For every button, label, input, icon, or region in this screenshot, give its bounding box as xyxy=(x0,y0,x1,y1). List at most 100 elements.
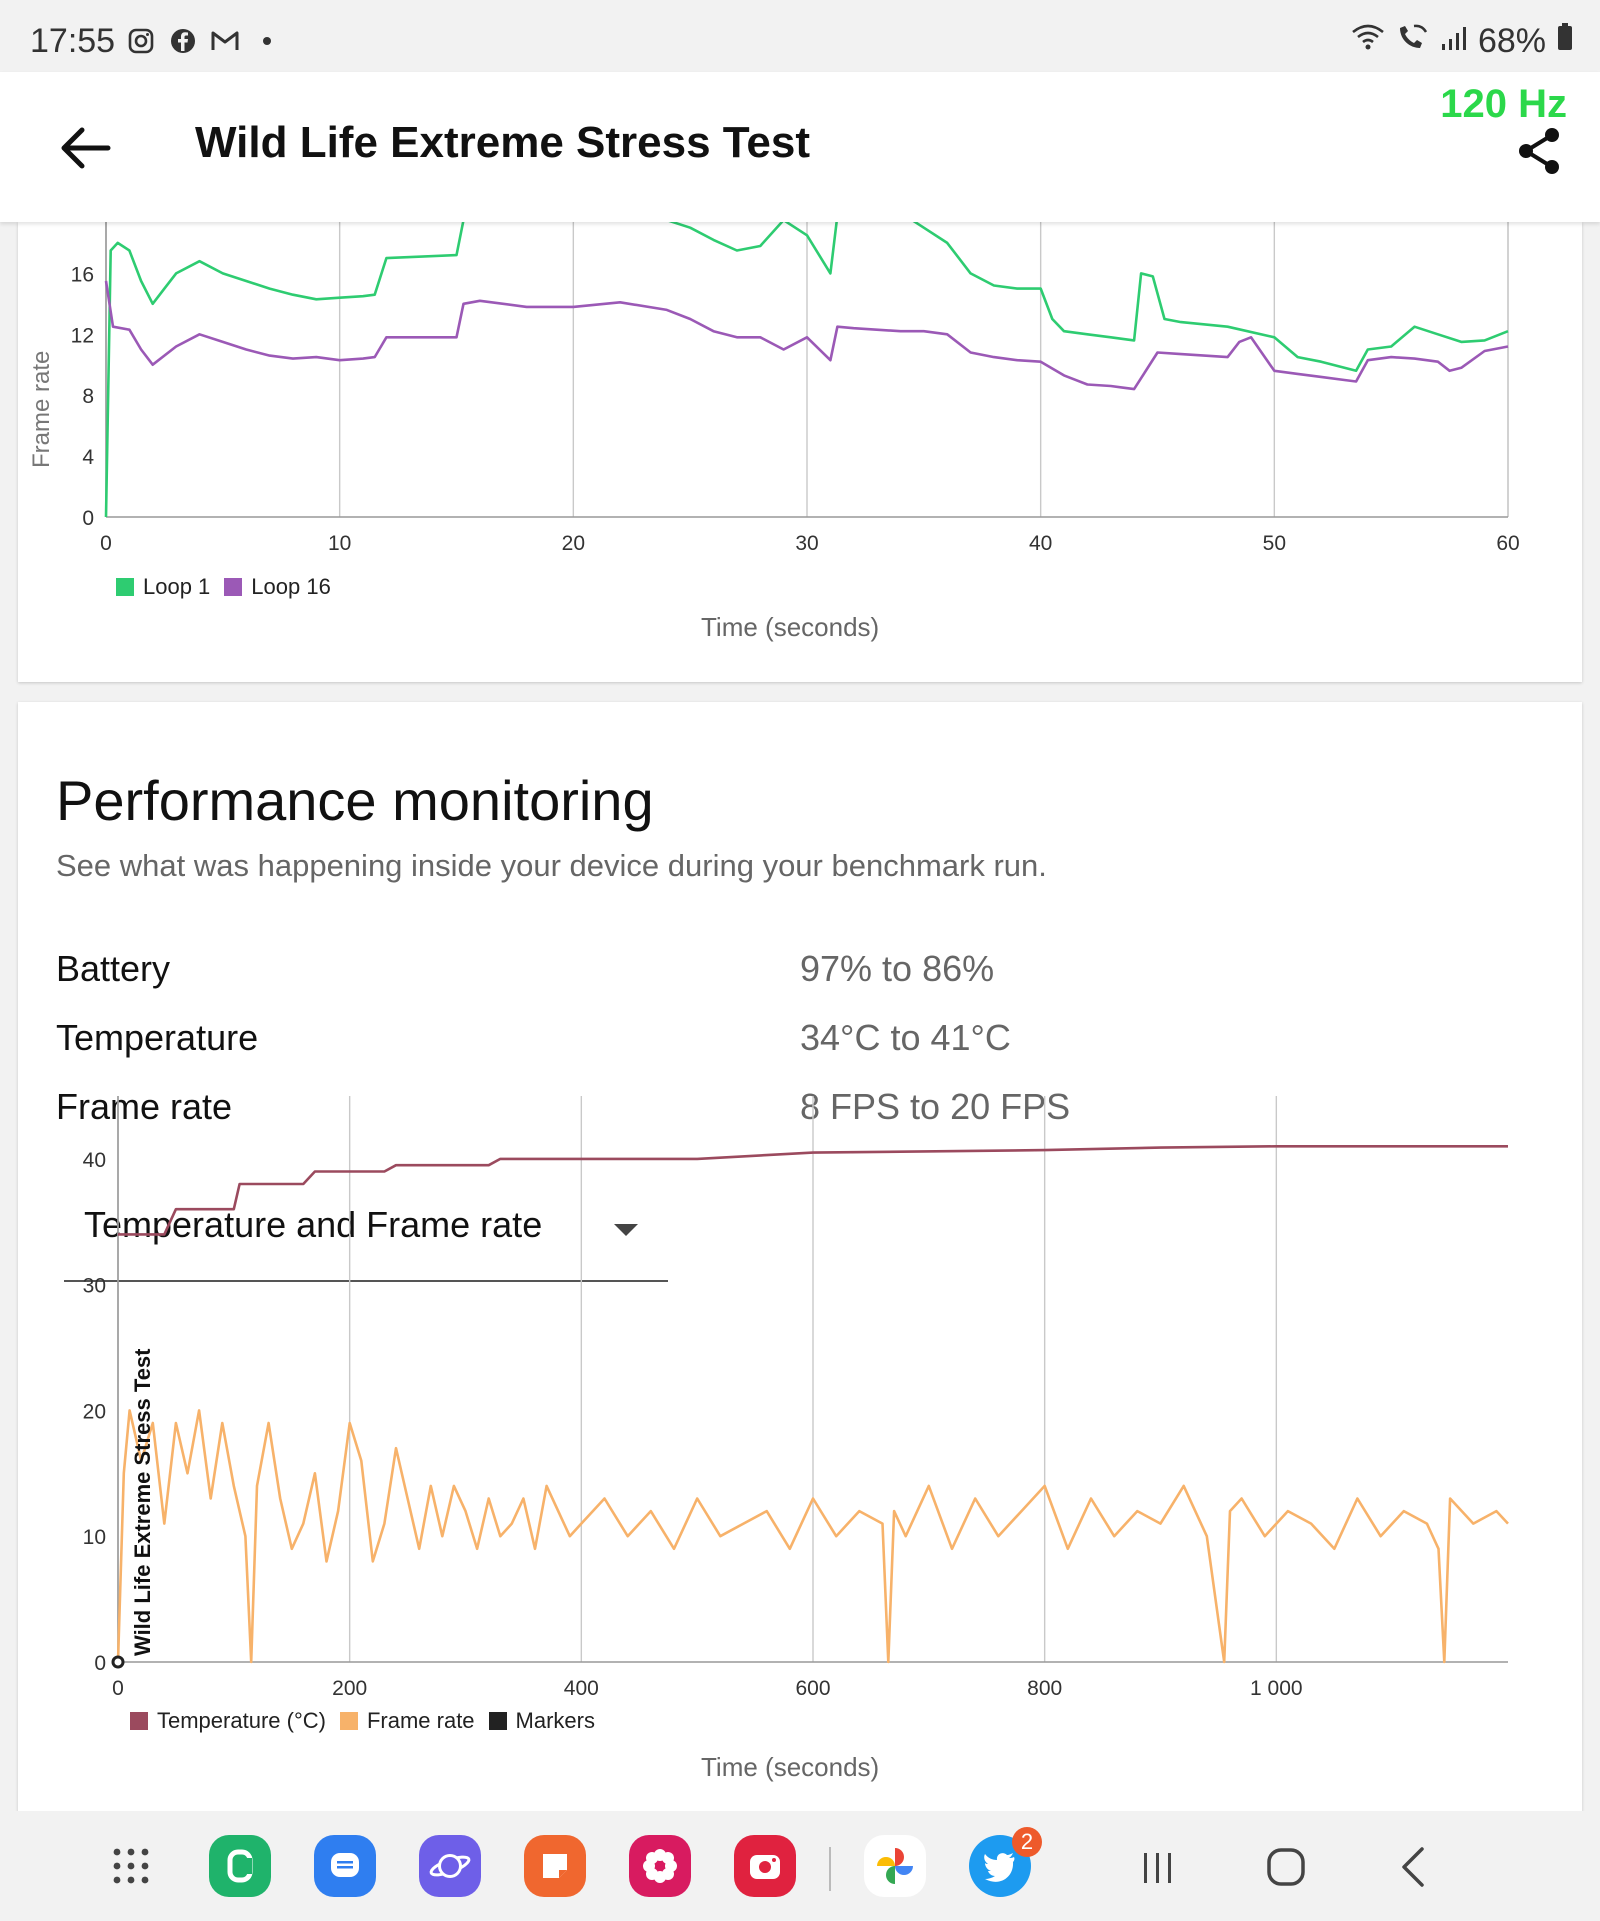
y-tick-label: 0 xyxy=(94,1652,106,1675)
series-markers-marker xyxy=(111,1655,125,1669)
dock-divider xyxy=(829,1847,831,1891)
twitter-badge: 2 xyxy=(1012,1827,1042,1857)
dropdown-arrow-icon xyxy=(614,1224,638,1236)
status-time: 17:55 xyxy=(30,22,116,60)
legend-item-loop-16: Loop 16 xyxy=(224,574,331,600)
monitor-chart-ylabel: Wild Life Extreme Stress Test xyxy=(130,1348,155,1657)
legend-label-frame-rate: Frame rate xyxy=(366,1708,475,1733)
legend-swatch-loop-1 xyxy=(116,578,134,596)
loop-chart-card: 0 10 20 30 40 50 60 0 4 8 12 16 20 Frame rate Loop 1… xyxy=(18,222,1582,682)
app-bar: Wild Life Extreme Stress Test 120 Hz xyxy=(0,72,1600,222)
legend-label-loop-16: Loop 16 xyxy=(251,574,331,599)
gallery-icon[interactable] xyxy=(629,1835,691,1897)
share-icon xyxy=(1519,128,1559,174)
back-button[interactable] xyxy=(56,120,116,176)
dropdown-selected-value: Temperature and Frame rate xyxy=(84,1204,543,1245)
stat-label-temperature: Temperature xyxy=(56,1017,259,1058)
x-tick-label: 1 000 xyxy=(1250,1677,1303,1700)
signal-icon xyxy=(1440,22,1468,61)
x-tick-label: 200 xyxy=(332,1677,367,1700)
y-tick-label: 8 xyxy=(82,385,94,408)
back-nav-button[interactable] xyxy=(1386,1839,1442,1895)
x-tick-label: 600 xyxy=(795,1677,830,1700)
section-title: Performance monitoring xyxy=(56,769,654,832)
legend-item-loop-1: Loop 1 xyxy=(116,574,210,600)
y-tick-label: 16 xyxy=(71,263,94,286)
legend-swatch-loop-16 xyxy=(224,578,243,596)
stat-label-frame-rate: Frame rate xyxy=(56,1086,233,1127)
notes-icon[interactable] xyxy=(524,1835,586,1897)
facebook-icon xyxy=(168,26,198,56)
x-tick-label: 40 xyxy=(1029,532,1052,555)
gmail-icon xyxy=(210,26,240,56)
arrow-left-icon xyxy=(61,127,111,169)
instagram-icon xyxy=(126,26,156,56)
battery-percent: 68% xyxy=(1477,22,1546,60)
y-tick-label: 0 xyxy=(82,507,94,530)
loop-chart-xlabel: Time (seconds) xyxy=(701,612,880,642)
legend-item-frame-rate: Frame rate xyxy=(339,1708,475,1734)
internet-icon[interactable] xyxy=(419,1835,481,1897)
notification-icons xyxy=(126,26,282,56)
stat-label-battery: Battery xyxy=(56,948,171,989)
loop-chart-legend: Loop 1 Loop 16 xyxy=(116,574,337,600)
app-drawer-icon[interactable] xyxy=(100,1835,162,1897)
battery-icon xyxy=(1556,22,1574,61)
legend-swatch-markers xyxy=(488,1712,507,1730)
messages-icon[interactable] xyxy=(314,1835,376,1897)
series-temperature-c-line xyxy=(118,1144,1508,1236)
loop-frame-rate-chart: 0 10 20 30 40 50 60 0 4 8 12 16 20 xyxy=(71,222,1520,555)
x-tick-label: 800 xyxy=(1027,1677,1062,1700)
dot-icon xyxy=(252,26,282,56)
x-tick-label: 10 xyxy=(328,532,351,555)
home-icon xyxy=(1267,1848,1305,1886)
x-tick-label: 0 xyxy=(100,532,112,555)
series-frame-rate-line xyxy=(116,1409,1509,1664)
share-button[interactable] xyxy=(1514,126,1564,176)
phone-icon[interactable] xyxy=(209,1835,271,1897)
legend-label-loop-1: Loop 1 xyxy=(143,574,211,599)
legend-item-markers: Markers xyxy=(488,1708,595,1734)
legend-label-temperature: Temperature (°C) xyxy=(157,1708,326,1733)
legend-swatch-temperature xyxy=(130,1712,148,1730)
temperature-framerate-chart: 0 200 400 600 800 1 000 0 10 20 30 40 xyxy=(83,1096,1509,1700)
legend-label-markers: Markers xyxy=(515,1708,595,1733)
y-tick-label: 20 xyxy=(83,1400,106,1423)
y-tick-label: 10 xyxy=(83,1526,106,1549)
monitor-chart-xlabel: Time (seconds) xyxy=(701,1752,880,1782)
legend-item-temperature: Temperature (°C) xyxy=(130,1708,326,1734)
loop-chart-ylabel: Frame rate xyxy=(28,350,55,468)
photos-icon[interactable] xyxy=(864,1835,926,1897)
page-title: Wild Life Extreme Stress Test xyxy=(195,118,810,167)
x-tick-label: 30 xyxy=(795,532,818,555)
home-button[interactable] xyxy=(1258,1839,1314,1895)
y-tick-label: 4 xyxy=(82,446,94,469)
recents-button[interactable] xyxy=(1130,1839,1186,1895)
x-tick-label: 0 xyxy=(112,1677,124,1700)
performance-card: Performance monitoring See what was happ… xyxy=(18,702,1582,1812)
stat-value-battery: 97% to 86% xyxy=(800,948,995,989)
x-tick-label: 50 xyxy=(1263,532,1286,555)
wifi-call-icon xyxy=(1396,22,1430,61)
back-nav-icon xyxy=(1402,1847,1424,1887)
monitor-chart-legend: Temperature (°C) Frame rate Markers xyxy=(130,1708,601,1734)
system-indicators: 68% xyxy=(1350,22,1574,61)
navigation-bar: 2 xyxy=(0,1811,1600,1921)
status-bar: 17:55 68% xyxy=(0,0,1600,72)
x-tick-label: 60 xyxy=(1496,532,1519,555)
chart-type-dropdown[interactable]: Temperature and Frame rate xyxy=(64,1182,668,1282)
x-tick-label: 20 xyxy=(562,532,585,555)
y-tick-label: 20 xyxy=(71,222,94,225)
wifi-icon xyxy=(1350,22,1386,61)
refresh-rate-badge: 120 Hz xyxy=(1440,82,1567,126)
series-loop-1-line xyxy=(104,222,1509,518)
x-tick-label: 400 xyxy=(564,1677,599,1700)
y-tick-label: 12 xyxy=(71,324,94,347)
section-subtitle: See what was happening inside your devic… xyxy=(56,848,1047,883)
y-tick-label: 40 xyxy=(83,1149,106,1172)
stat-value-frame-rate: 8 FPS to 20 FPS xyxy=(800,1086,1071,1127)
legend-swatch-frame-rate xyxy=(339,1712,358,1730)
camera-icon[interactable] xyxy=(734,1835,796,1897)
series-loop-16-line xyxy=(104,280,1509,391)
recents-icon xyxy=(1144,1853,1171,1883)
